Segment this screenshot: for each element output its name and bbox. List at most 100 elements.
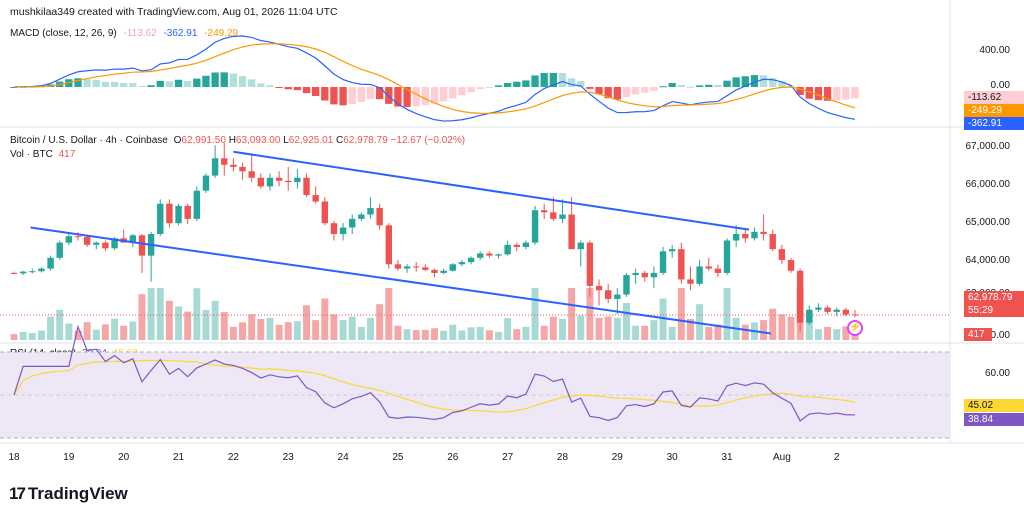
macd-histogram-bar <box>394 87 402 107</box>
candle-body <box>714 268 722 273</box>
candle-body <box>723 240 731 273</box>
volume-bar <box>348 316 356 340</box>
candle-body <box>659 251 667 273</box>
candle-body <box>266 177 274 187</box>
tradingview-logo[interactable]: 17 TradingView <box>9 484 128 504</box>
volume-bar <box>293 321 301 340</box>
candle-body <box>559 214 566 219</box>
candle-body <box>257 177 265 187</box>
macd-histogram-bar <box>138 85 146 87</box>
macd-histogram-bar <box>705 84 713 87</box>
candle-body <box>248 171 255 178</box>
channel-lower-line <box>30 226 772 335</box>
volume-bar <box>129 321 137 340</box>
candle-body <box>376 208 383 226</box>
candle-body <box>531 210 539 243</box>
macd-histogram-bar <box>275 87 283 88</box>
candle-body <box>275 177 283 181</box>
time-tick-label: 2 <box>833 452 840 463</box>
volume-bar <box>824 326 832 340</box>
last-price-tag: 62,978.79 <box>964 291 1024 304</box>
macd-signal-value: -249.29 <box>204 28 239 39</box>
candle-body <box>495 254 502 256</box>
volume-bar <box>175 306 183 340</box>
candle-body <box>184 205 191 219</box>
volume-bar <box>833 329 841 340</box>
price-legend[interactable]: Bitcoin / U.S. Dollar · 4h · Coinbase O6… <box>10 135 465 146</box>
high-label: H <box>228 135 236 146</box>
volume-bar <box>495 331 502 340</box>
volume-legend[interactable]: Vol · BTC 417 <box>10 149 75 160</box>
high-value: 63,093.00 <box>235 135 281 146</box>
brand-name: TradingView <box>27 484 128 503</box>
candle-body <box>166 203 173 224</box>
rsi-tag: 38.84 <box>964 413 1024 426</box>
candle-body <box>431 269 438 273</box>
lightning-icon[interactable]: ⚡ <box>847 320 863 336</box>
volume-bar <box>559 318 566 340</box>
macd-histogram-bar <box>165 81 174 87</box>
candle-body <box>486 253 493 256</box>
volume-bar <box>476 326 484 340</box>
macd-histogram-bar <box>759 75 768 87</box>
time-tick-label: 25 <box>392 452 404 463</box>
candle-body <box>394 264 402 269</box>
candle-body <box>568 214 575 250</box>
macd-line-value: -362.91 <box>163 28 198 39</box>
volume-bar <box>604 316 612 340</box>
macd-histogram-bar <box>385 87 393 104</box>
macd-histogram-bar <box>449 87 457 99</box>
macd-hist-tag: -113.62 <box>964 91 1024 104</box>
macd-histogram-bar <box>156 80 164 87</box>
macd-line-tag: -362.91 <box>964 117 1024 130</box>
volume-bar <box>202 309 210 340</box>
candle-body <box>74 236 82 238</box>
macd-histogram-bar <box>668 82 676 87</box>
volume-bar <box>504 318 512 340</box>
macd-label: MACD (close, 12, 26, 9) <box>10 28 117 39</box>
candle-body <box>312 195 319 202</box>
candle-body <box>842 309 850 315</box>
candle-body <box>641 272 648 278</box>
candle-body <box>550 212 557 219</box>
volume-bar <box>723 288 731 340</box>
candle-body <box>678 249 685 280</box>
volume-bar <box>568 288 576 340</box>
candle-body <box>668 249 676 252</box>
candle-body <box>29 271 36 273</box>
volume-bar <box>622 303 630 340</box>
macd-histogram-bar <box>430 87 439 104</box>
macd-hist-value: -113.62 <box>123 28 157 39</box>
volume-bar <box>403 329 411 340</box>
low-value: 62,925.01 <box>288 135 334 146</box>
volume-bar <box>431 328 438 340</box>
volume-bar <box>385 288 393 340</box>
candle-body <box>769 234 776 250</box>
candle-body <box>47 257 54 269</box>
volume-bar <box>74 330 82 340</box>
volume-bar <box>248 314 256 340</box>
volume-bar <box>357 326 365 340</box>
macd-histogram-bar <box>732 77 740 87</box>
macd-legend[interactable]: MACD (close, 12, 26, 9) -113.62 -362.91 … <box>10 28 238 39</box>
volume-value: 417 <box>58 149 76 160</box>
macd-histogram-bar <box>631 87 640 95</box>
candle-body <box>467 257 475 263</box>
candle-body <box>440 270 447 273</box>
macd-signal-tag: -249.29 <box>964 104 1024 117</box>
macd-histogram-bar <box>567 78 576 87</box>
candle-body <box>449 264 456 271</box>
volume-bar <box>769 308 777 340</box>
volume-bar <box>211 300 219 340</box>
macd-histogram-bar <box>485 87 494 88</box>
candle-body <box>202 175 210 191</box>
macd-histogram-bar <box>10 87 18 88</box>
macd-histogram-bar <box>769 77 777 87</box>
volume-bar <box>577 315 585 340</box>
volume-bar <box>111 318 119 340</box>
volume-tag: 417 <box>964 328 992 341</box>
candle-body <box>824 307 831 312</box>
macd-histogram-bar <box>293 87 302 91</box>
candle-body <box>129 235 137 243</box>
